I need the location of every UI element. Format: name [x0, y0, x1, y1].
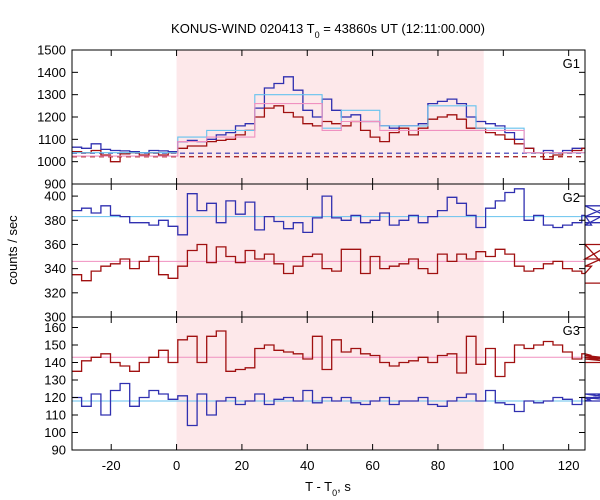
series-pink-line	[72, 103, 585, 157]
y-tick-label: 160	[44, 320, 66, 335]
y-tick-label: 1000	[37, 154, 66, 169]
shaded-interval	[176, 50, 484, 184]
x-tick-label: 120	[558, 458, 580, 473]
shaded-interval	[176, 317, 484, 450]
y-tick-label: 130	[44, 373, 66, 388]
plot-area: 900100011001200130014001500G130032034036…	[37, 43, 600, 473]
y-tick-label: 380	[44, 213, 66, 228]
y-tick-label: 320	[44, 285, 66, 300]
y-tick-label: 400	[44, 189, 66, 204]
y-axis-label: counts / sec	[5, 215, 20, 285]
series-red-line	[72, 105, 585, 163]
y-tick-label: 110	[45, 408, 66, 423]
x-tick-label: 20	[235, 458, 249, 473]
x-tick-label: 40	[300, 458, 314, 473]
panel-label: G1	[563, 56, 580, 71]
y-tick-label: 1400	[37, 65, 66, 80]
series-red-line	[72, 330, 600, 378]
chart-title: KONUS-WIND 020413 T0 = 43860s UT (12:11:…	[171, 21, 485, 40]
y-tick-label: 300	[44, 310, 66, 325]
series-red-line	[72, 243, 600, 284]
y-tick-label: 1500	[37, 43, 66, 58]
series-blue-line	[72, 382, 600, 427]
series-cyan-line	[72, 94, 585, 154]
panel-g3: 90 100 110 120 130 140 150 160 G3	[44, 316, 600, 458]
x-tick-label: 100	[492, 458, 514, 473]
panel-frame	[71, 316, 586, 451]
x-axis-label: T - T0, s	[305, 479, 351, 498]
shaded-interval	[176, 184, 484, 317]
panel-g1: 900 1000 1100 1200 1300 1400 1500 G1	[37, 43, 586, 192]
x-tick-label: 80	[431, 458, 445, 473]
y-tick-label: 900	[44, 177, 66, 192]
y-tick-label: 340	[44, 261, 66, 276]
y-tick-label: 1100	[38, 132, 66, 147]
y-tick-label: 360	[44, 237, 66, 252]
y-tick-label: 1200	[37, 110, 66, 125]
y-tick-label: 90	[52, 443, 66, 458]
panel-label: G2	[563, 190, 580, 205]
panel-label: G3	[563, 323, 580, 338]
panel-g2: 300 320 340 360 380 400 G2	[44, 183, 600, 325]
x-tick-label: -20	[102, 458, 121, 473]
x-tick-label: 60	[365, 458, 379, 473]
y-tick-label: 150	[44, 338, 66, 353]
y-tick-label: 120	[44, 390, 66, 405]
y-tick-label: 140	[44, 355, 66, 370]
y-tick-label: 1300	[37, 87, 66, 102]
x-tick-label: 0	[173, 458, 180, 473]
series-blue-line	[72, 188, 600, 236]
y-tick-label: 100	[44, 425, 66, 440]
